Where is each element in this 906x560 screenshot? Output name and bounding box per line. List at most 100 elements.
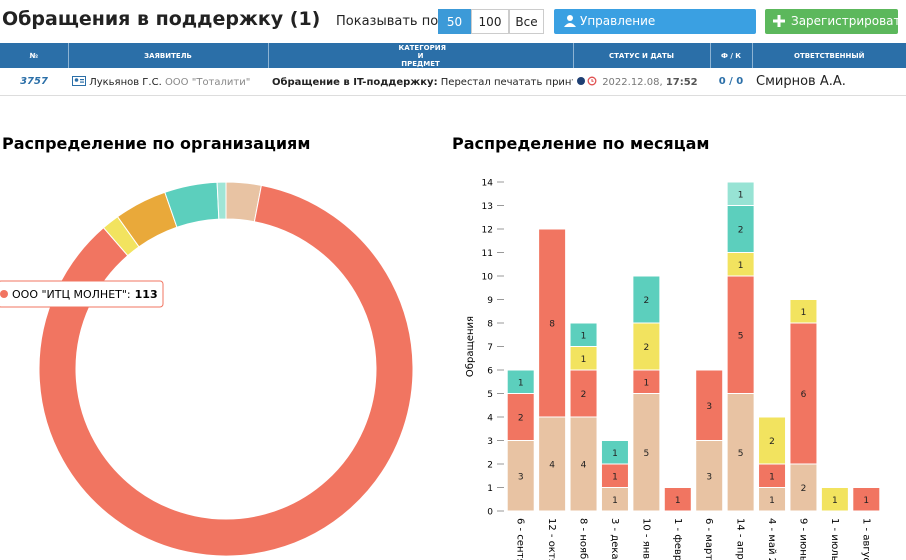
y-tick-label: 10 xyxy=(482,273,494,283)
data-label: 1 xyxy=(581,331,587,341)
data-label: 1 xyxy=(801,308,807,318)
page-title: Обращения в поддержку (1) xyxy=(2,8,321,30)
data-label: 1 xyxy=(518,378,524,388)
x-tick-label: 14 - апре xyxy=(735,518,746,560)
data-label: 3 xyxy=(518,472,524,482)
chart-title: Распределение по месяцам xyxy=(452,134,709,153)
data-label: 1 xyxy=(612,496,618,506)
x-tick-label: 10 - янв xyxy=(640,518,651,559)
header: Обращения в поддержку (1) Показывать по:… xyxy=(0,0,906,53)
data-label: 1 xyxy=(863,496,869,506)
ticket-number[interactable]: 3757 xyxy=(0,68,68,96)
responsible-cell: Смирнов А.А. xyxy=(752,68,906,96)
plus-icon xyxy=(773,15,785,27)
bar-segment xyxy=(789,463,818,512)
data-label: 1 xyxy=(644,378,650,388)
bar-segment xyxy=(632,275,661,324)
data-label: 3 xyxy=(706,402,712,412)
x-tick-label: 1 - февр xyxy=(672,518,683,560)
users-icon xyxy=(564,15,576,27)
data-label: 2 xyxy=(738,226,744,236)
y-tick-label: 9 xyxy=(487,296,493,306)
bar-segment xyxy=(569,369,598,418)
status-date: 2022.12.08, xyxy=(602,76,666,88)
manage-button[interactable]: Управление ответственными xyxy=(554,9,756,53)
x-tick-label: 8 - нояб xyxy=(578,518,589,559)
bar-segment xyxy=(506,369,535,394)
y-tick-label: 1 xyxy=(487,484,493,494)
table-row[interactable]: 3757 Лукьянов Г.С. ООО "Тоталити" Обраще… xyxy=(0,68,906,96)
column-header: ЗАЯВИТЕЛЬ xyxy=(68,43,269,68)
chart-title: Распределение по организациям xyxy=(2,134,310,153)
page-size-button[interactable]: Все xyxy=(509,9,544,34)
data-label: 1 xyxy=(769,496,775,506)
data-label: 1 xyxy=(738,261,744,271)
applicant-name: Лукьянов Г.С. xyxy=(89,76,162,88)
data-label: 4 xyxy=(549,461,555,471)
register-button[interactable]: Зарегистрировать xyxy=(765,9,906,34)
column-header: СТАТУС И ДАТЫ xyxy=(573,43,711,68)
data-label: 2 xyxy=(644,343,650,353)
y-tick-label: 5 xyxy=(487,390,493,400)
donut-slice xyxy=(38,184,414,557)
data-label: 1 xyxy=(738,190,744,200)
bar-segment xyxy=(663,487,692,512)
data-label: 4 xyxy=(581,461,587,471)
data-label: 2 xyxy=(644,296,650,306)
category: Обращение в IT-поддержку: xyxy=(272,77,438,88)
y-tick-label: 6 xyxy=(487,367,493,377)
tooltip-text: ООО "ИТЦ МОЛНЕТ": 113 xyxy=(12,288,158,301)
tooltip: ООО "ИТЦ МОЛНЕТ": 113 xyxy=(0,280,164,308)
data-label: 1 xyxy=(581,355,587,365)
tooltip-marker xyxy=(0,290,8,298)
data-label: 1 xyxy=(832,496,838,506)
bar-segment xyxy=(789,299,818,324)
y-tick-label: 13 xyxy=(482,202,493,212)
bar-segment xyxy=(789,322,818,465)
y-tick-label: 14 xyxy=(482,179,494,189)
x-tick-label: 12 - октя xyxy=(546,518,557,560)
x-tick-label: 4 - май 2 xyxy=(766,518,777,560)
status-cell: 2022.12.08, 17:52 xyxy=(573,68,710,96)
table: № ЗАЯВИТЕЛЬ КАТЕГОРИЯ И ПРЕДМЕТ СТАТУС И… xyxy=(0,43,906,96)
x-tick-label: 9 - июнь xyxy=(797,518,808,560)
bar-segment xyxy=(538,228,567,418)
donut-slice xyxy=(216,181,227,220)
column-header: Ф / К xyxy=(710,43,753,68)
bar-segment xyxy=(695,369,724,441)
data-label: 2 xyxy=(518,414,524,424)
y-tick-label: 2 xyxy=(487,461,493,471)
data-label: 5 xyxy=(644,449,650,459)
y-tick-label: 0 xyxy=(487,508,493,518)
page-size-button[interactable]: 100 xyxy=(471,9,509,34)
y-tick-label: 4 xyxy=(487,414,493,424)
bar-segment xyxy=(758,416,787,465)
data-label: 2 xyxy=(801,484,807,494)
page-size-button[interactable]: 50 xyxy=(438,9,471,34)
page-size-label: Показывать по: xyxy=(336,14,443,29)
y-tick-label: 3 xyxy=(487,437,493,447)
x-tick-label: 6 - сентя xyxy=(515,518,526,560)
tooltip-label: ООО "ИТЦ МОЛНЕТ": xyxy=(12,288,131,301)
y-axis-label: Обращения xyxy=(465,316,476,377)
subject: Перестал печатать принт… xyxy=(440,77,573,88)
column-header: КАТЕГОРИЯ И ПРЕДМЕТ xyxy=(268,43,574,68)
applicant-org: ООО "Тоталити" xyxy=(164,76,251,88)
data-label: 2 xyxy=(581,390,587,400)
status-time: 17:52 xyxy=(665,76,698,88)
table-header: № ЗАЯВИТЕЛЬ КАТЕГОРИЯ И ПРЕДМЕТ СТАТУС И… xyxy=(0,43,906,68)
data-label: 1 xyxy=(612,472,618,482)
data-label: 6 xyxy=(801,390,807,400)
column-header: № xyxy=(0,43,69,68)
data-label: 8 xyxy=(549,320,555,330)
data-label: 1 xyxy=(769,472,775,482)
x-tick-label: 3 - декаб xyxy=(609,518,620,560)
column-header: ОТВЕТСТВЕННЫЙ xyxy=(752,43,906,68)
y-tick-label: 11 xyxy=(482,249,493,259)
card-icon xyxy=(72,75,86,86)
y-tick-label: 12 xyxy=(482,226,493,236)
x-tick-label: 1 - июль xyxy=(829,518,840,560)
applicant-cell: Лукьянов Г.С. ООО "Тоталити" xyxy=(68,68,268,96)
